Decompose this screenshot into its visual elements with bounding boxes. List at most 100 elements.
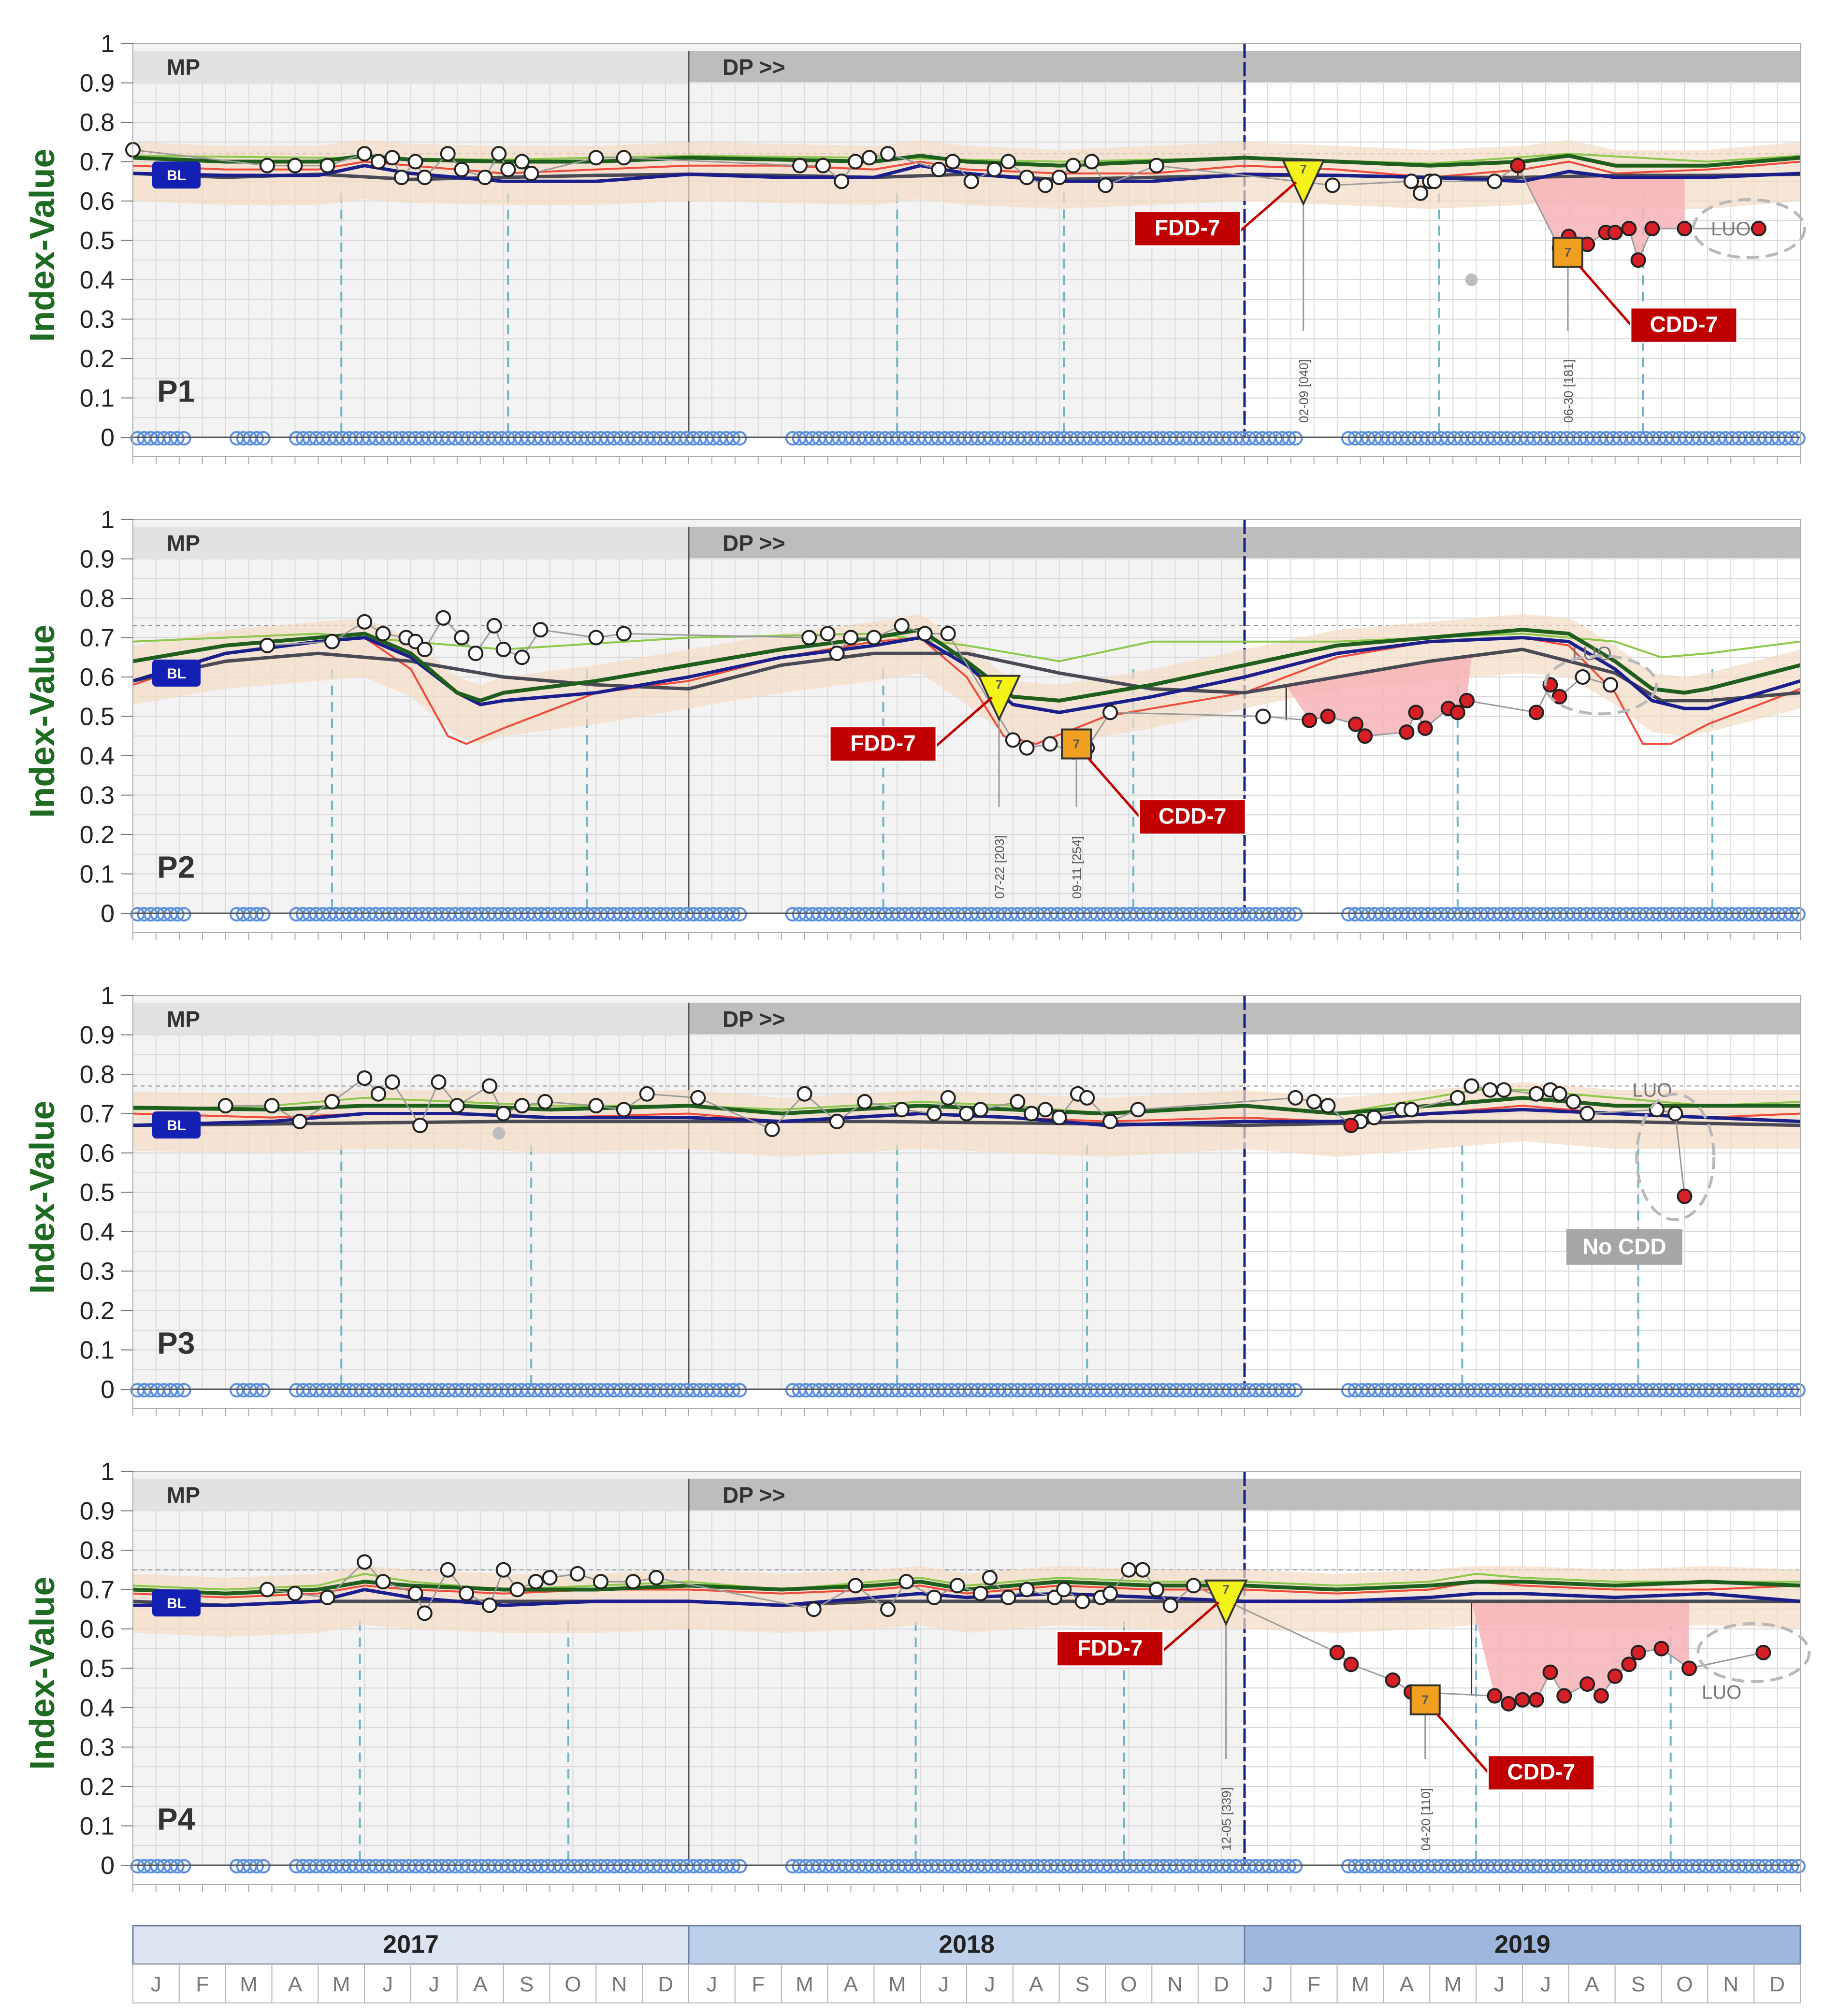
observation-point bbox=[1051, 1109, 1067, 1125]
cdd-marker-label: 7 bbox=[1422, 1693, 1429, 1707]
observation-point bbox=[477, 170, 493, 186]
clear-observation-row bbox=[130, 431, 1806, 446]
clear-observation-marker bbox=[1791, 907, 1806, 922]
month-label: S bbox=[1631, 1973, 1645, 1996]
observation-point bbox=[1551, 1086, 1567, 1102]
month-label: S bbox=[1075, 1973, 1089, 1996]
luo-label: LUO bbox=[1702, 1682, 1741, 1703]
clear-observation-marker bbox=[1791, 1383, 1806, 1397]
month-cell bbox=[1522, 1964, 1569, 2003]
observation-point bbox=[1320, 1098, 1336, 1114]
panel-label: P2 bbox=[157, 850, 195, 885]
observation-point bbox=[848, 1578, 863, 1594]
observation-point bbox=[1056, 1582, 1072, 1598]
observation-point bbox=[797, 1086, 812, 1102]
month-label: J bbox=[707, 1973, 717, 1996]
month-label: N bbox=[1167, 1973, 1183, 1996]
cdd-marker bbox=[1061, 728, 1092, 760]
observation-point bbox=[1148, 1582, 1164, 1598]
y-tick-label: 0.3 bbox=[80, 1734, 115, 1762]
observation-point bbox=[542, 1570, 558, 1586]
y-tick-label: 0.7 bbox=[80, 1576, 115, 1604]
fdd-tag-connector bbox=[1162, 1601, 1220, 1652]
month-label: M bbox=[1351, 1973, 1369, 1996]
observation-point bbox=[616, 150, 632, 166]
cdd-marker-label: 7 bbox=[1564, 245, 1571, 259]
observation-point bbox=[1162, 1598, 1178, 1613]
clear-observation-marker bbox=[732, 907, 747, 922]
observation-point bbox=[972, 1585, 988, 1601]
month-cell bbox=[1244, 1964, 1291, 2003]
observation-point bbox=[324, 634, 340, 649]
observation-point bbox=[1079, 1090, 1095, 1106]
observation-point-anomaly bbox=[1677, 221, 1693, 237]
y-tick-label: 0.8 bbox=[80, 109, 115, 137]
series-line-baseline bbox=[132, 648, 1801, 703]
observation-point-anomaly bbox=[1607, 1668, 1623, 1684]
clear-observation-marker bbox=[176, 431, 191, 446]
clear-observation-marker bbox=[1791, 431, 1806, 446]
clear-observation-marker bbox=[170, 1383, 185, 1397]
observation-point bbox=[1404, 1102, 1419, 1118]
fdd-date-label: 07-22 [203] bbox=[992, 835, 1007, 899]
month-label: M bbox=[888, 1973, 906, 1996]
clear-observation-marker bbox=[1784, 431, 1799, 446]
observation-point bbox=[866, 630, 882, 646]
observation-point bbox=[982, 1570, 998, 1586]
observation-point bbox=[287, 1585, 303, 1601]
fdd-date-label: 12-05 [339] bbox=[1219, 1787, 1234, 1851]
month-label: O bbox=[1676, 1973, 1693, 1996]
observation-point bbox=[1019, 170, 1035, 186]
observation-point bbox=[259, 158, 275, 173]
observation-point bbox=[945, 154, 961, 170]
y-tick-label: 0.6 bbox=[80, 1615, 115, 1643]
observation-point bbox=[926, 1106, 942, 1122]
observation-point bbox=[259, 1582, 275, 1598]
observation-point-anomaly bbox=[1751, 221, 1767, 237]
luo-highlight bbox=[1692, 198, 1806, 259]
observation-point bbox=[217, 1098, 233, 1114]
month-label: A bbox=[844, 1973, 858, 1996]
observation-point-anomaly bbox=[1357, 728, 1373, 744]
y-tick-label: 0.4 bbox=[80, 266, 115, 294]
observation-point bbox=[588, 150, 604, 166]
cdd-tag-label: CDD-7 bbox=[1507, 1759, 1575, 1785]
observation-outlier bbox=[1465, 274, 1478, 286]
mp-label: MP bbox=[167, 1483, 200, 1508]
observation-point bbox=[1148, 158, 1164, 173]
clear-observation-marker bbox=[256, 1383, 271, 1397]
month-label: M bbox=[333, 1973, 350, 1996]
observation-point bbox=[1449, 1090, 1465, 1106]
no-cdd-tag-label: No CDD bbox=[1582, 1234, 1666, 1259]
observation-point bbox=[259, 637, 275, 653]
observation-point bbox=[500, 161, 516, 177]
observation-point bbox=[1463, 1078, 1479, 1094]
clear-observation-marker bbox=[1281, 907, 1296, 922]
clear-observation-marker bbox=[1288, 431, 1303, 446]
observation-point-anomaly bbox=[1329, 1644, 1345, 1660]
y-tick-label: 0.2 bbox=[80, 345, 115, 373]
observation-point bbox=[1102, 1585, 1118, 1601]
observation-point bbox=[1603, 677, 1619, 693]
observation-point bbox=[593, 1574, 608, 1590]
deficit-area bbox=[1518, 165, 1685, 260]
observation-point bbox=[319, 158, 335, 173]
observation-point bbox=[440, 1562, 456, 1578]
observation-point bbox=[949, 1578, 965, 1594]
clear-observation-marker bbox=[176, 1383, 191, 1397]
series-line-green-light bbox=[132, 633, 1801, 662]
y-tick-label: 1 bbox=[101, 506, 115, 534]
fdd-marker bbox=[1281, 159, 1325, 206]
observation-point bbox=[384, 1074, 400, 1090]
y-tick-label: 0.9 bbox=[80, 70, 115, 98]
panel-p3: MP DP >> 0 0.1 0.2 0.3 0.4 0.5 0.6 0.7 0.8 0.9 1 Inde… bbox=[23, 982, 1806, 1416]
observation-point bbox=[1102, 705, 1118, 720]
clear-observation-marker bbox=[1281, 1859, 1296, 1873]
observation-point-anomaly bbox=[1487, 1688, 1503, 1704]
dp-label: DP >> bbox=[723, 1483, 785, 1508]
fdd-tag-label: FDD-7 bbox=[1077, 1635, 1143, 1660]
observation-point bbox=[412, 1117, 428, 1133]
cdd-tag-connector bbox=[1436, 1714, 1489, 1773]
y-tick-label: 0.2 bbox=[80, 821, 115, 849]
observation-point bbox=[468, 646, 484, 662]
